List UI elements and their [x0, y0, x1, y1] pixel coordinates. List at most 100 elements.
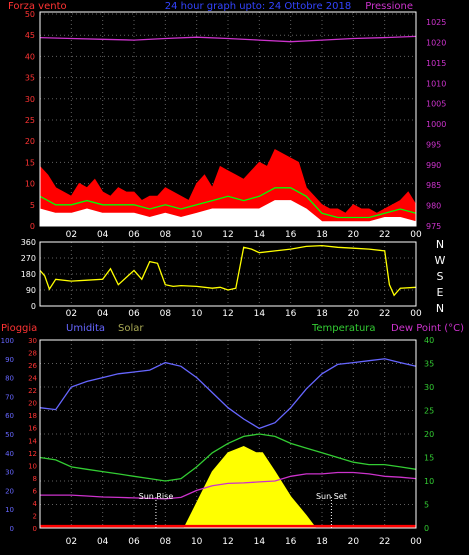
- pressure-tick-label: 995: [426, 140, 441, 149]
- temperature-tick-label: 5: [424, 501, 429, 510]
- rain-tick-label: 18: [28, 412, 37, 420]
- wind-tick-label: 0: [30, 222, 35, 231]
- direction-tick-label: 180: [21, 270, 36, 279]
- time-tick-label: 12: [222, 537, 233, 547]
- direction-panel-frame: [39, 241, 417, 307]
- umidita-label: Umidita: [66, 323, 105, 334]
- wind-tick-label: 10: [25, 180, 35, 189]
- wind-axis-title: Forza vento: [8, 1, 67, 12]
- time-tick-label: 06: [128, 309, 140, 319]
- wind-tick-label: 30: [25, 95, 35, 104]
- series-speed: [39, 200, 417, 227]
- humidity-tick-label: 90: [5, 356, 14, 364]
- compass-label: N: [436, 302, 444, 315]
- rain-tick-label: 6: [33, 487, 38, 495]
- humidity-tick-label: 60: [5, 412, 14, 420]
- rain-tick-label: 14: [28, 437, 37, 445]
- pressure-axis-title: Pressione: [365, 1, 413, 12]
- pressure-tick-label: 985: [426, 181, 441, 190]
- time-tick-label: 08: [160, 230, 172, 240]
- time-tick-label: 10: [191, 309, 203, 319]
- time-tick-label: 14: [254, 537, 266, 547]
- time-tick-label: 06: [128, 537, 140, 547]
- temperature-tick-label: 0: [424, 524, 429, 533]
- wind-tick-label: 45: [25, 31, 35, 40]
- time-tick-label: 08: [160, 309, 172, 319]
- time-tick-label: 20: [348, 230, 360, 240]
- time-tick-label: 22: [379, 309, 390, 319]
- temperature-tick-label: 20: [424, 430, 434, 439]
- time-tick-label: 00: [410, 230, 422, 240]
- temperature-tick-label: 25: [424, 407, 434, 416]
- temperature-panel-frame: [39, 339, 417, 529]
- time-tick-label: 08: [160, 537, 172, 547]
- temperature-tick-label: 35: [424, 360, 434, 369]
- rain-tick-label: 20: [28, 400, 37, 408]
- rain-tick-label: 22: [28, 387, 37, 395]
- humidity-tick-label: 20: [5, 487, 14, 495]
- time-tick-label: 22: [379, 230, 390, 240]
- time-tick-label: 18: [316, 309, 328, 319]
- time-tick-label: 00: [410, 309, 422, 319]
- compass-label: S: [437, 270, 444, 283]
- wind-tick-label: 25: [25, 116, 35, 125]
- humidity-tick-label: 0: [10, 525, 14, 533]
- chart-title: 24 hour graph upto: 24 Ottobre 2018: [165, 1, 351, 12]
- direction-tick-label: 360: [21, 238, 36, 247]
- rain-tick-label: 30: [28, 337, 37, 345]
- pressure-tick-label: 1025: [426, 18, 446, 27]
- humidity-tick-label: 40: [5, 450, 14, 458]
- time-tick-label: 20: [348, 309, 360, 319]
- rain-tick-label: 16: [28, 425, 37, 433]
- time-tick-label: 18: [316, 230, 328, 240]
- humidity-tick-label: 50: [5, 431, 14, 439]
- pressure-tick-label: 1005: [426, 100, 446, 109]
- pressure-tick-label: 990: [426, 161, 441, 170]
- temperature-tick-label: 15: [424, 454, 434, 463]
- rain-tick-label: 10: [28, 462, 37, 470]
- time-tick-label: 16: [285, 230, 297, 240]
- time-tick-label: 06: [128, 230, 140, 240]
- time-tick-label: 14: [254, 230, 266, 240]
- humidity-tick-label: 30: [5, 469, 14, 477]
- sunrise-label: Sun Rise: [139, 492, 174, 501]
- direction-tick-label: 270: [21, 254, 36, 263]
- rain-tick-label: 4: [33, 500, 38, 508]
- humidity-tick-label: 70: [5, 393, 14, 401]
- temperature-tick-label: 30: [424, 383, 434, 392]
- series-gust: [39, 149, 417, 227]
- time-tick-label: 04: [97, 230, 109, 240]
- series-umidita: [39, 358, 417, 430]
- humidity-tick-label: 100: [1, 337, 14, 345]
- pressure-tick-label: 1010: [426, 79, 446, 88]
- rain-tick-label: 8: [33, 475, 37, 483]
- humidity-tick-label: 10: [5, 506, 14, 514]
- dewpoint-label: Dew Point (°C): [391, 323, 464, 334]
- temperature-humidity-panel: 0102030405060708090100024681012141618202…: [1, 336, 435, 547]
- pressure-tick-label: 1015: [426, 59, 446, 68]
- solar-label: Solar: [118, 323, 144, 334]
- series-temperatura: [39, 433, 417, 482]
- wind-direction-panel: 0 90 180 270 360 02 04 06 08 10 12 14 16 18 20 22 00: [21, 238, 422, 319]
- time-tick-label: 10: [191, 230, 203, 240]
- time-tick-label: 16: [285, 537, 297, 547]
- time-tick-label: 12: [222, 309, 233, 319]
- series-dew-point: [40, 471, 417, 500]
- wind-tick-label: 15: [25, 158, 35, 167]
- time-tick-label: 14: [254, 309, 266, 319]
- series-average: [39, 187, 417, 219]
- rain-tick-label: 24: [28, 375, 37, 383]
- time-tick-label: 02: [66, 537, 77, 547]
- pressure-tick-label: 1020: [426, 39, 446, 48]
- rain-tick-label: 0: [33, 525, 37, 533]
- time-tick-label: 00: [410, 537, 422, 547]
- time-tick-label: 16: [285, 309, 297, 319]
- wind-tick-label: 40: [25, 52, 35, 61]
- temperature-tick-label: 10: [424, 477, 434, 486]
- direction-tick-label: 0: [31, 302, 36, 311]
- rain-tick-label: 28: [28, 350, 37, 358]
- rain-tick-label: 12: [28, 450, 37, 458]
- time-tick-label: 20: [348, 537, 360, 547]
